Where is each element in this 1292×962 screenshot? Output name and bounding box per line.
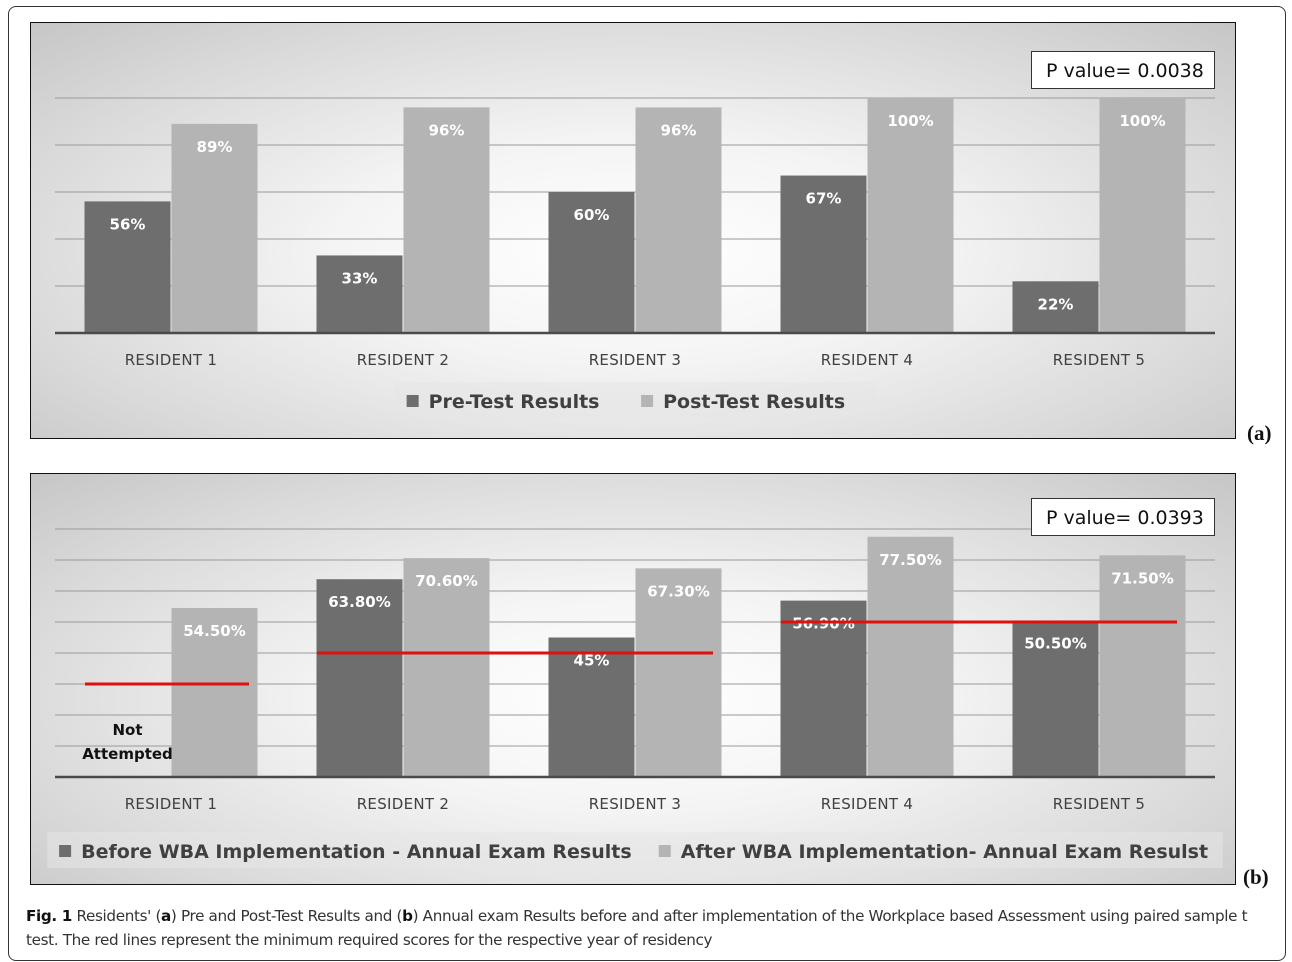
post-bar bbox=[1099, 555, 1186, 777]
legend-background bbox=[47, 832, 1223, 868]
post-bar bbox=[171, 123, 258, 333]
caption-fig-label: Fig. 1 bbox=[26, 907, 72, 925]
bar-data-label: 63.80% bbox=[328, 593, 390, 611]
bar-data-label: 70.60% bbox=[415, 572, 477, 590]
p-value-box-a: P value= 0.0038 bbox=[1031, 51, 1215, 89]
category-label: RESIDENT 3 bbox=[589, 795, 682, 813]
post-bar bbox=[403, 558, 490, 777]
legend-swatch-post bbox=[641, 395, 654, 407]
panel-tag-b: (b) bbox=[1243, 865, 1269, 889]
legend: Pre-Test Results Post-Test Results bbox=[394, 382, 876, 418]
not-attempted-label: Attempted bbox=[82, 745, 173, 763]
legend-swatch-pre bbox=[406, 395, 419, 407]
pre-bar bbox=[548, 637, 635, 777]
legend-label: After WBA Implementation- Annual Exam Re… bbox=[681, 841, 1208, 863]
bar-data-label: 89% bbox=[197, 138, 233, 156]
pre-bar bbox=[84, 201, 171, 333]
category-label: RESIDENT 5 bbox=[1053, 795, 1146, 813]
category-label: RESIDENT 2 bbox=[357, 351, 450, 369]
chart-b-svg: Not Attempted 54.50% RESIDENT 1 63.80% 70.60%… bbox=[47, 528, 1223, 868]
bar-data-label: 54.50% bbox=[183, 622, 245, 640]
bar-data-label: 96% bbox=[429, 121, 465, 139]
bar-data-label: 45% bbox=[574, 652, 610, 670]
pre-bar bbox=[1012, 281, 1099, 333]
bar-data-label: 50.50% bbox=[1024, 634, 1086, 652]
post-bar bbox=[635, 568, 722, 777]
p-value-box-b: P value= 0.0393 bbox=[1031, 498, 1215, 536]
chart-panel-a: 56% 89% RESIDENT 1 33% 96% RESIDENT 2 60% 96% RE… bbox=[30, 22, 1236, 439]
post-bar bbox=[403, 107, 490, 334]
figure-caption: Fig. 1 Residents' (a) Pre and Post-Test … bbox=[26, 904, 1276, 952]
caption-a: a bbox=[161, 907, 171, 925]
bar-data-label: 67.30% bbox=[647, 582, 709, 600]
bar-data-label: 60% bbox=[574, 206, 610, 224]
post-bar bbox=[171, 608, 258, 777]
category-label: RESIDENT 2 bbox=[357, 795, 450, 813]
legend-swatch-pre bbox=[59, 845, 72, 857]
bar-data-label: 67% bbox=[806, 190, 842, 208]
caption-b: b bbox=[402, 907, 413, 925]
legend-background bbox=[394, 382, 876, 418]
pre-bar bbox=[780, 600, 867, 777]
legend-label: Before WBA Implementation - Annual Exam … bbox=[81, 841, 632, 863]
not-attempted-label: Not bbox=[112, 721, 142, 739]
chart-a-svg: 56% 89% RESIDENT 1 33% 96% RESIDENT 2 60% 96% RE… bbox=[55, 97, 1215, 418]
legend-swatch-post bbox=[658, 845, 671, 857]
caption-text-1: Residents' ( bbox=[71, 907, 162, 925]
category-label: RESIDENT 3 bbox=[589, 351, 682, 369]
bar-data-label: 100% bbox=[1119, 112, 1165, 130]
bar-data-label: 100% bbox=[887, 112, 933, 130]
pre-bar bbox=[548, 192, 635, 333]
category-label: RESIDENT 5 bbox=[1053, 351, 1146, 369]
legend-label: Pre-Test Results bbox=[429, 391, 600, 413]
post-bar bbox=[867, 536, 954, 777]
panel-tag-a: (a) bbox=[1247, 421, 1272, 445]
category-label: RESIDENT 4 bbox=[821, 795, 914, 813]
bar-data-label: 22% bbox=[1038, 295, 1074, 313]
category-label: RESIDENT 4 bbox=[821, 351, 914, 369]
bar-data-label: 56% bbox=[110, 215, 146, 233]
pre-bar bbox=[316, 579, 403, 777]
pre-bar bbox=[780, 175, 867, 333]
pre-bar bbox=[1012, 620, 1099, 777]
caption-text-3: ) Annual exam Results before and after i… bbox=[26, 907, 1248, 949]
bar-data-label: 33% bbox=[342, 269, 378, 287]
legend: Before WBA Implementation - Annual Exam … bbox=[47, 832, 1223, 868]
pre-bar bbox=[316, 255, 403, 333]
legend-label: Post-Test Results bbox=[663, 391, 845, 413]
caption-text-2: ) Pre and Post-Test Results and ( bbox=[170, 907, 403, 925]
bar-data-label: 77.50% bbox=[879, 551, 941, 569]
bar-data-label: 96% bbox=[661, 121, 697, 139]
bar-data-label: 56.90% bbox=[792, 615, 854, 633]
category-label: RESIDENT 1 bbox=[125, 351, 218, 369]
post-bar bbox=[1099, 98, 1186, 333]
post-bar bbox=[635, 107, 722, 334]
chart-panel-b: Not Attempted 54.50% RESIDENT 1 63.80% 70.60%… bbox=[30, 473, 1236, 885]
post-bar bbox=[867, 98, 954, 333]
bar-data-label: 71.50% bbox=[1111, 569, 1173, 587]
category-label: RESIDENT 1 bbox=[125, 795, 218, 813]
